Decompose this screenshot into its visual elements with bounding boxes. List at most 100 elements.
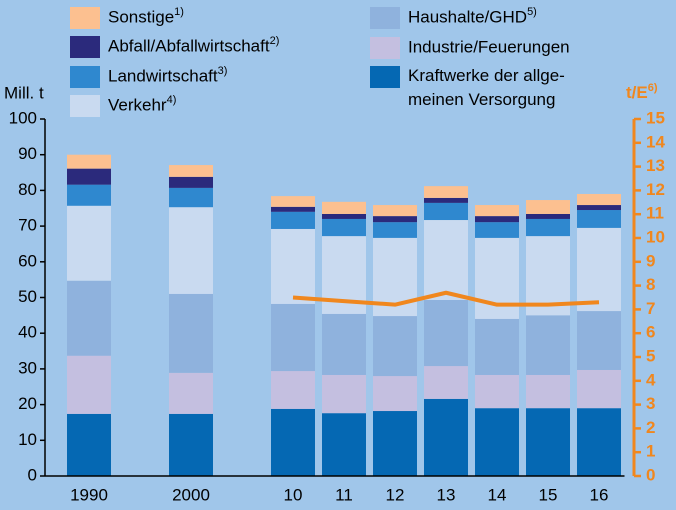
bar-segment (271, 196, 315, 207)
legend-label: Verkehr4) (108, 94, 176, 115)
bar-segment (577, 369, 621, 409)
bar-segment (322, 201, 366, 214)
bar-segment (577, 408, 621, 476)
bar-segment (67, 280, 111, 356)
x-tick-label: 12 (386, 485, 405, 504)
legend-swatch (70, 95, 100, 117)
y-tick-label: 70 (18, 216, 37, 235)
bar-segment (577, 193, 621, 206)
bar-segment (577, 227, 621, 312)
x-tick-label: 2000 (172, 485, 210, 504)
bar-segment (67, 355, 111, 414)
bar-segment (475, 205, 519, 217)
y2-axis-label-text: t/E (626, 83, 648, 102)
bar-segment (373, 376, 417, 412)
bar-segment (169, 187, 213, 208)
y-tick-label: 20 (18, 394, 37, 413)
bar-segment (67, 184, 111, 206)
bar-segment (67, 413, 111, 476)
y2-axis-footnote: 6) (648, 82, 658, 94)
y-tick-label: 30 (18, 358, 37, 377)
y2-tick-label: 4 (646, 370, 656, 389)
bar-segment (169, 293, 213, 373)
x-tick-label: 11 (335, 485, 353, 504)
bar-segment (271, 211, 315, 229)
legend-label: Kraftwerke der allge-meinen Versorgung (408, 66, 565, 109)
legend-label: Landwirtschaft3) (108, 65, 227, 86)
y-axis-label: Mill. t (4, 83, 44, 102)
bar-segment (526, 315, 570, 375)
bar-segment (424, 366, 468, 399)
legend-swatch (370, 37, 400, 59)
y-tick-label: 10 (18, 430, 37, 449)
y2-tick-label: 10 (646, 227, 665, 246)
y-tick-label: 80 (18, 180, 37, 199)
bar-segment (526, 408, 570, 476)
bar-segment (373, 222, 417, 238)
bar-segment (424, 186, 468, 198)
bar-segment (577, 311, 621, 370)
legend-swatch (70, 36, 100, 58)
bar-segment (475, 408, 519, 476)
bar-segment (373, 216, 417, 223)
bar-segment (322, 313, 366, 375)
bar-segment (475, 222, 519, 238)
bar-segment (271, 408, 315, 476)
bar-segment (322, 374, 366, 414)
y2-tick-label: 9 (646, 251, 655, 270)
legend-label: Abfall/Abfallwirtschaft2) (108, 35, 279, 56)
y2-tick-label: 13 (646, 156, 665, 175)
y2-axis-label: t/E6) (626, 82, 658, 103)
bar-segment (526, 374, 570, 409)
bar-segment (526, 213, 570, 219)
bar-segment (373, 411, 417, 476)
y2-tick-label: 14 (646, 132, 665, 151)
bar-segment (526, 200, 570, 214)
x-tick-label: 1990 (70, 485, 108, 504)
legend-label: Industrie/Feuerungen (408, 37, 570, 56)
legend-label: Haushalte/GHD5) (408, 6, 537, 27)
bar-segment (271, 206, 315, 212)
legend-label-line: meinen Versorgung (408, 90, 555, 109)
y2-tick-label: 2 (646, 418, 655, 437)
x-tick-label: 13 (437, 485, 456, 504)
y2-tick-label: 6 (646, 323, 655, 342)
y-tick-label: 50 (18, 287, 37, 306)
bar-segment (475, 216, 519, 223)
legend-label: Sonstige1) (108, 6, 184, 27)
bar-segment (424, 197, 468, 203)
bar-segment (67, 205, 111, 281)
bar-segment (373, 205, 417, 217)
bar-segment (577, 205, 621, 211)
legend-footnote: 1) (174, 6, 184, 18)
x-tick-label: 14 (488, 485, 507, 504)
y-tick-label: 60 (18, 251, 37, 270)
bar-segment (322, 218, 366, 237)
bar-segment (424, 398, 468, 476)
y-tick-label: 0 (28, 465, 37, 484)
legend-footnote: 4) (167, 94, 177, 106)
legend-footnote: 5) (527, 6, 537, 18)
y2-tick-label: 12 (646, 180, 665, 199)
line (292, 290, 600, 307)
bar-segment (271, 303, 315, 372)
bar-segment (169, 413, 213, 476)
x-tick-label: 15 (539, 485, 558, 504)
bar-segment (271, 371, 315, 409)
bar-segment (169, 372, 213, 414)
bar-segment (577, 210, 621, 228)
legend-swatch (370, 66, 400, 88)
bar-segment (475, 237, 519, 319)
y2-tick-label: 1 (646, 442, 655, 461)
y2-tick-label: 7 (646, 299, 655, 318)
bar-segment (424, 220, 468, 300)
legend-footnote: 3) (218, 65, 228, 77)
x-tick-label: 10 (284, 485, 303, 504)
bar-segment (475, 318, 519, 375)
y2-tick-label: 5 (646, 346, 655, 365)
y2-tick-label: 3 (646, 394, 655, 413)
bar-segment (526, 218, 570, 237)
y-tick-label: 40 (18, 323, 37, 342)
bar-segment (67, 154, 111, 169)
